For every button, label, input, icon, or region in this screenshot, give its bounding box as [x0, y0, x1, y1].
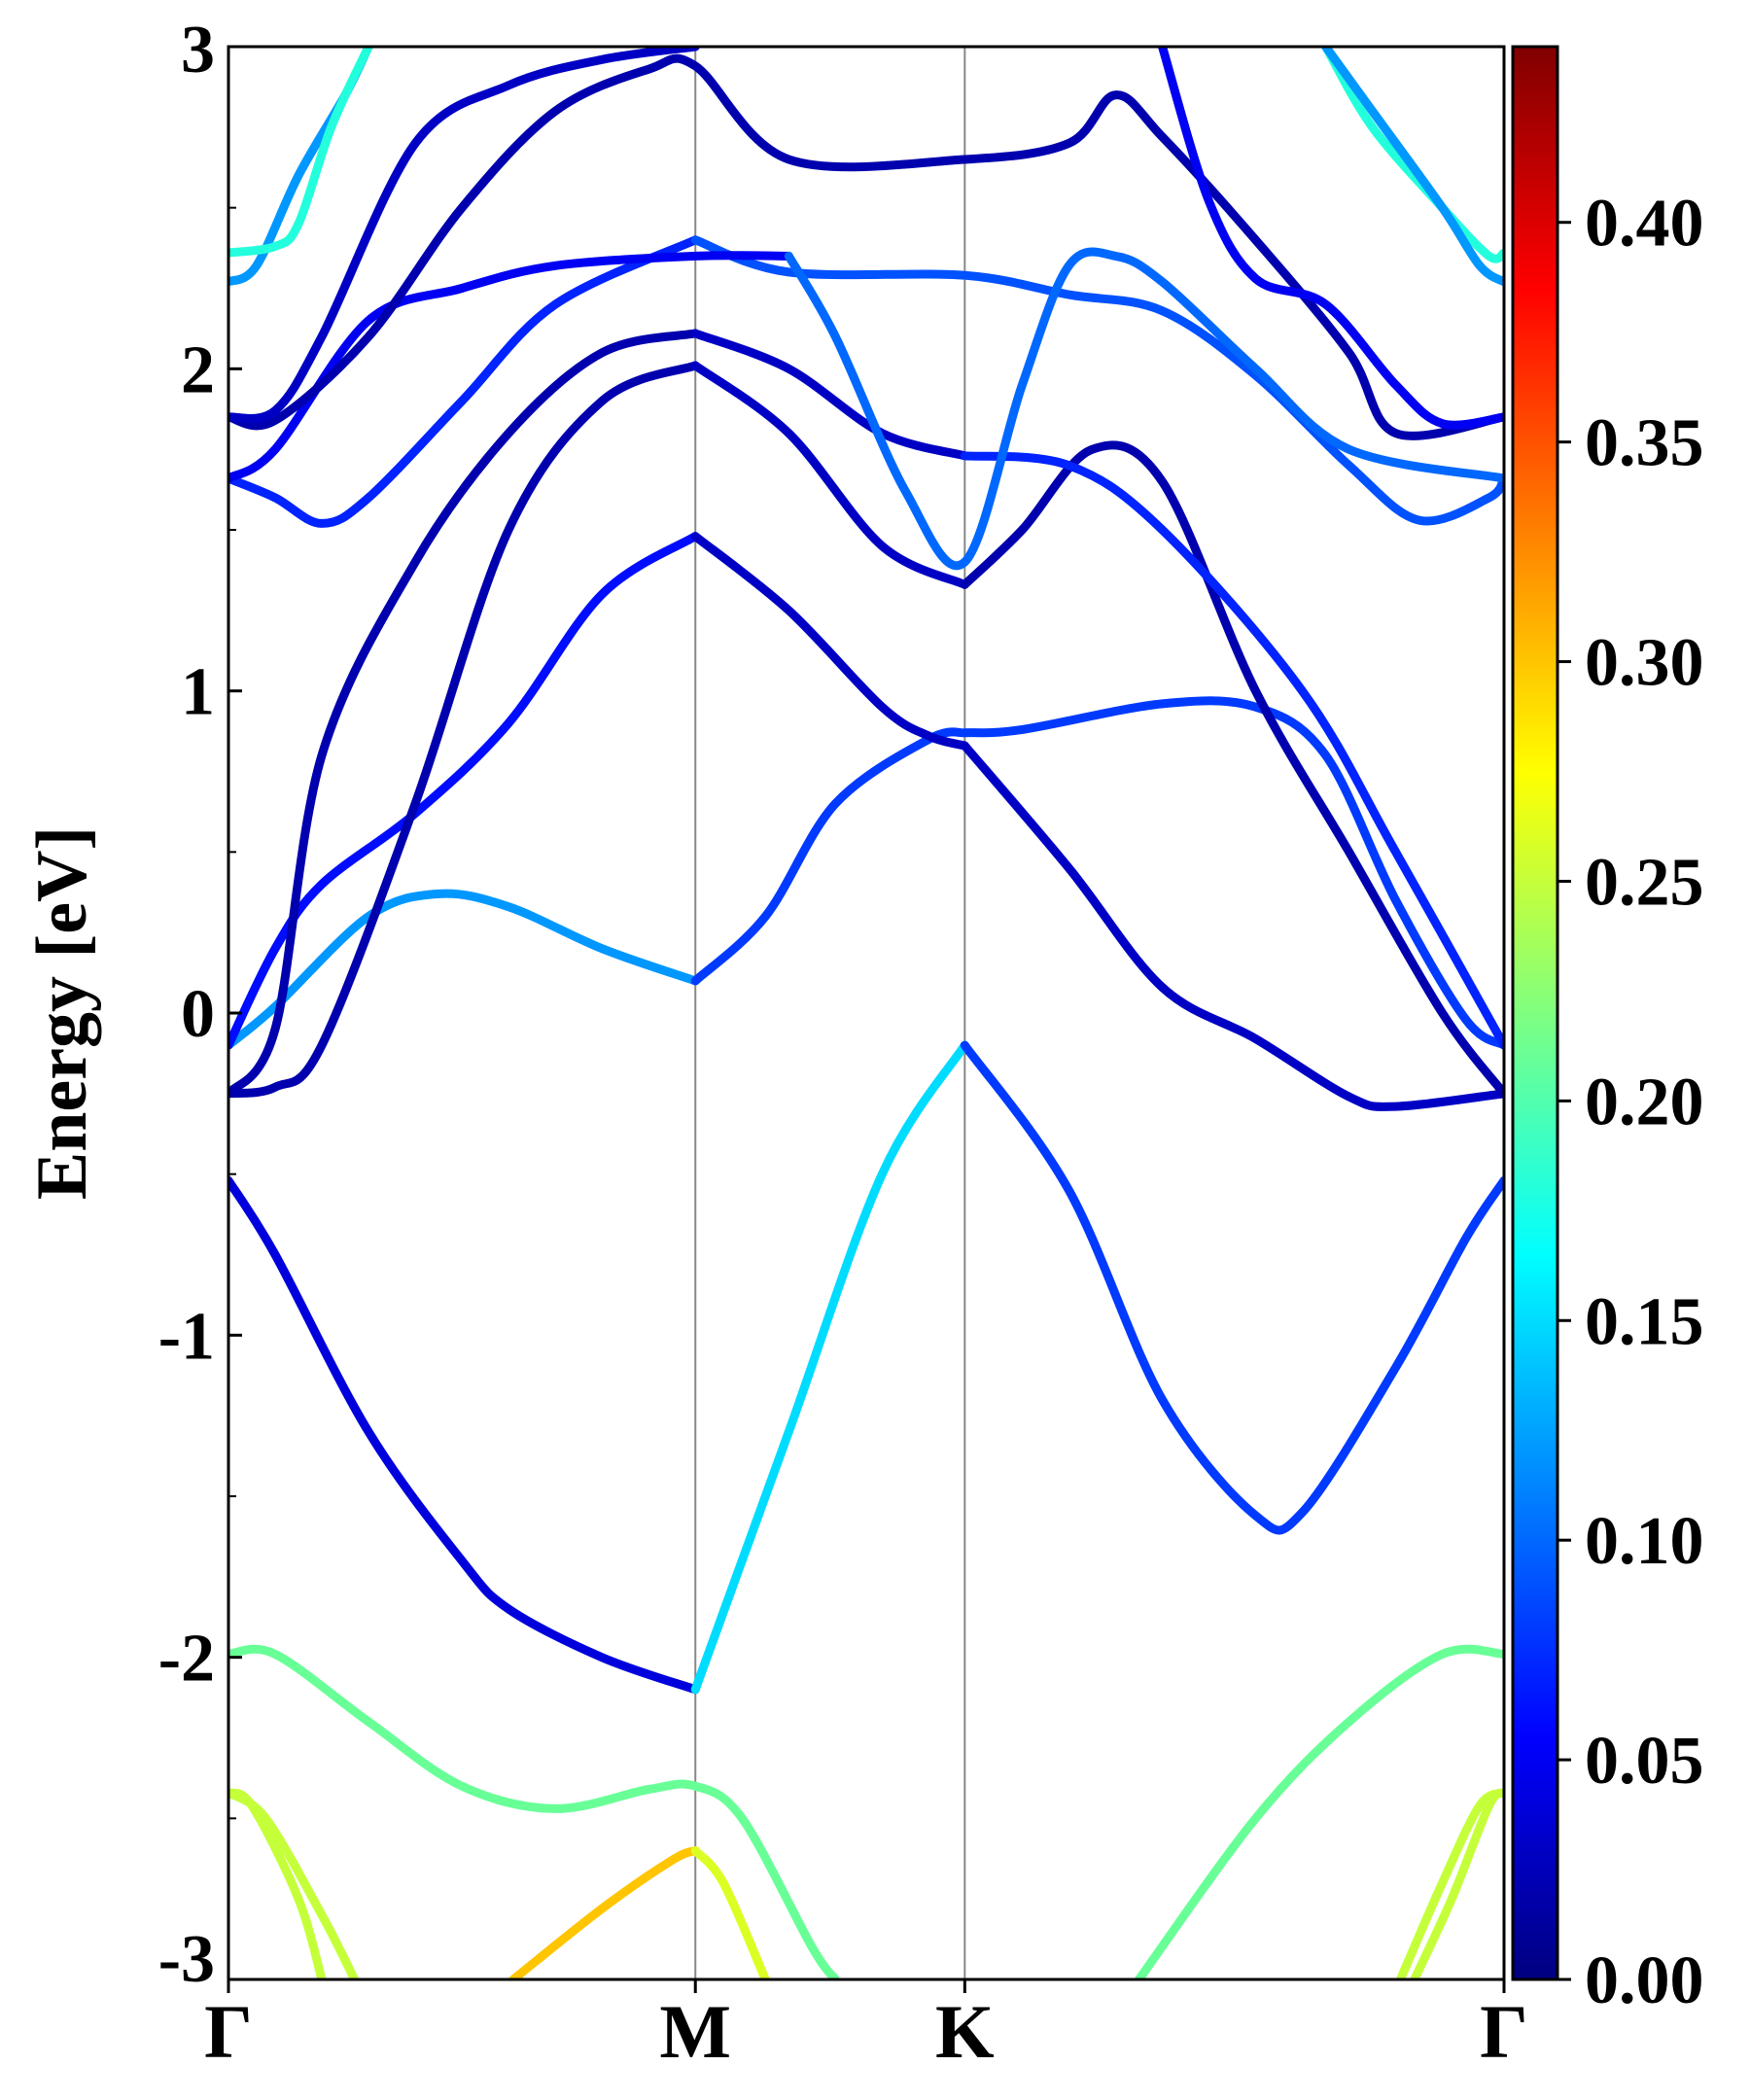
colorbar-tick-label: 0.15	[1585, 1284, 1704, 1359]
y-tick-label: -3	[158, 1922, 215, 1997]
band-line-6	[228, 1788, 360, 1979]
band-line-13	[960, 696, 1504, 1050]
band-line-9	[1410, 1788, 1504, 1979]
y-axis-label: Energy [eV]	[22, 826, 102, 1200]
band-line-28	[228, 47, 700, 423]
band-line-20	[228, 329, 700, 1099]
colorbar-tick-label: 0.30	[1585, 626, 1704, 701]
colorbar	[1511, 45, 1559, 1981]
y-axis-ticks: -3 -2 -1 0 1 2 3	[158, 13, 242, 1997]
colorbar-tick-label: 0.40	[1585, 187, 1704, 262]
kpoint-divider-lines	[694, 47, 966, 1979]
band-line-0	[228, 1175, 700, 1695]
colorbar-tick-label: 0.25	[1585, 845, 1704, 920]
y-tick-label: 2	[181, 332, 215, 407]
band-line-22	[960, 451, 1504, 1050]
band-line-8	[690, 1846, 770, 1979]
band-line-17	[228, 361, 700, 1099]
band-line-4	[1135, 1644, 1504, 1979]
band-line-33	[1321, 47, 1504, 287]
y-tick-label: -2	[158, 1622, 215, 1697]
y-tick-label: 1	[181, 655, 215, 730]
band-line-7	[508, 1846, 700, 1979]
band-line-29	[1158, 47, 1504, 430]
colorbar-tick-label: 0.10	[1585, 1504, 1704, 1579]
band-line-14	[228, 532, 700, 1050]
x-tick-label: M	[659, 1989, 731, 2074]
colorbar-tick-label: 0.35	[1585, 406, 1704, 481]
y-tick-label: 0	[181, 977, 215, 1052]
x-tick-label: Γ	[204, 1989, 253, 2074]
band-line-26	[784, 247, 1504, 571]
band-line-19	[960, 440, 1504, 1099]
x-tick-label: Γ	[1480, 1989, 1528, 2074]
band-lines	[228, 47, 1504, 1979]
colorbar-tick-label: 0.05	[1585, 1724, 1704, 1799]
band-line-12	[690, 727, 969, 986]
band-line-2	[960, 1040, 1504, 1535]
band-line-24	[690, 235, 1504, 526]
colorbar-tick-label: 0.00	[1585, 1943, 1704, 2018]
plot-frame	[227, 45, 1506, 1981]
band-line-10	[1395, 1788, 1504, 1979]
y-tick-label: 3	[181, 13, 215, 88]
band-line-31	[228, 47, 373, 258]
band-line-27	[228, 53, 1504, 440]
y-tick-label: -1	[158, 1299, 215, 1374]
colorbar-tick-label: 0.20	[1585, 1065, 1704, 1139]
band-line-23	[228, 235, 700, 528]
band-line-15	[690, 532, 969, 751]
band-line-18	[690, 361, 969, 589]
colorbar-ticks: 0.00 0.05 0.10 0.15 0.20 0.25 0.30 0.35 0.40	[1558, 187, 1704, 2018]
band-line-25	[228, 251, 793, 483]
band-line-21	[690, 329, 969, 461]
band-line-1	[690, 1040, 969, 1695]
x-tick-label: K	[935, 1989, 995, 2074]
band-line-16	[960, 741, 1504, 1111]
band-line-3	[228, 1644, 840, 1979]
